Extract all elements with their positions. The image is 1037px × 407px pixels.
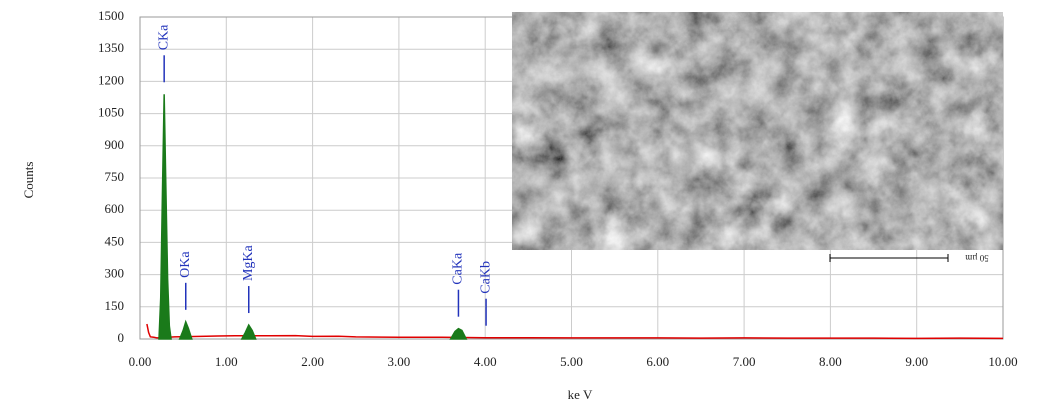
y-tick-label: 600	[105, 201, 125, 216]
peak-label: CKa	[156, 24, 171, 50]
peak-label: OKa	[178, 251, 193, 278]
y-axis-label: Counts	[21, 162, 36, 199]
x-tick-label: 8.00	[819, 354, 842, 369]
x-tick-label: 10.00	[988, 354, 1017, 369]
y-tick-label: 150	[105, 298, 125, 313]
x-tick-label: 7.00	[733, 354, 756, 369]
y-tick-label: 1350	[98, 40, 124, 55]
x-tick-label: 0.00	[129, 354, 152, 369]
y-tick-label: 900	[105, 137, 125, 152]
peak-label: MgKa	[241, 244, 256, 281]
sem-inset: 50 µm	[512, 12, 1003, 263]
y-tick-label: 750	[105, 169, 125, 184]
y-tick-label: 300	[105, 266, 125, 281]
x-tick-label: 2.00	[301, 354, 324, 369]
x-tick-label: 5.00	[560, 354, 583, 369]
x-tick-label: 4.00	[474, 354, 497, 369]
x-tick-label: 1.00	[215, 354, 238, 369]
y-tick-label: 450	[105, 233, 125, 248]
peak-label: CaKa	[451, 252, 466, 285]
y-tick-label: 1050	[98, 105, 124, 120]
x-tick-label: 6.00	[646, 354, 669, 369]
y-tick-label: 1200	[98, 72, 124, 87]
y-tick-label: 0	[118, 330, 125, 345]
peak-label: CaKb	[478, 261, 493, 294]
sem-texture	[512, 12, 1003, 250]
scale-label: 50 µm	[965, 253, 988, 263]
x-tick-label: 9.00	[905, 354, 928, 369]
spectrum-line	[146, 323, 1004, 340]
peak-area	[158, 94, 468, 340]
x-axis-label: ke V	[568, 387, 593, 402]
x-tick-label: 3.00	[388, 354, 411, 369]
y-tick-label: 1500	[98, 8, 124, 23]
